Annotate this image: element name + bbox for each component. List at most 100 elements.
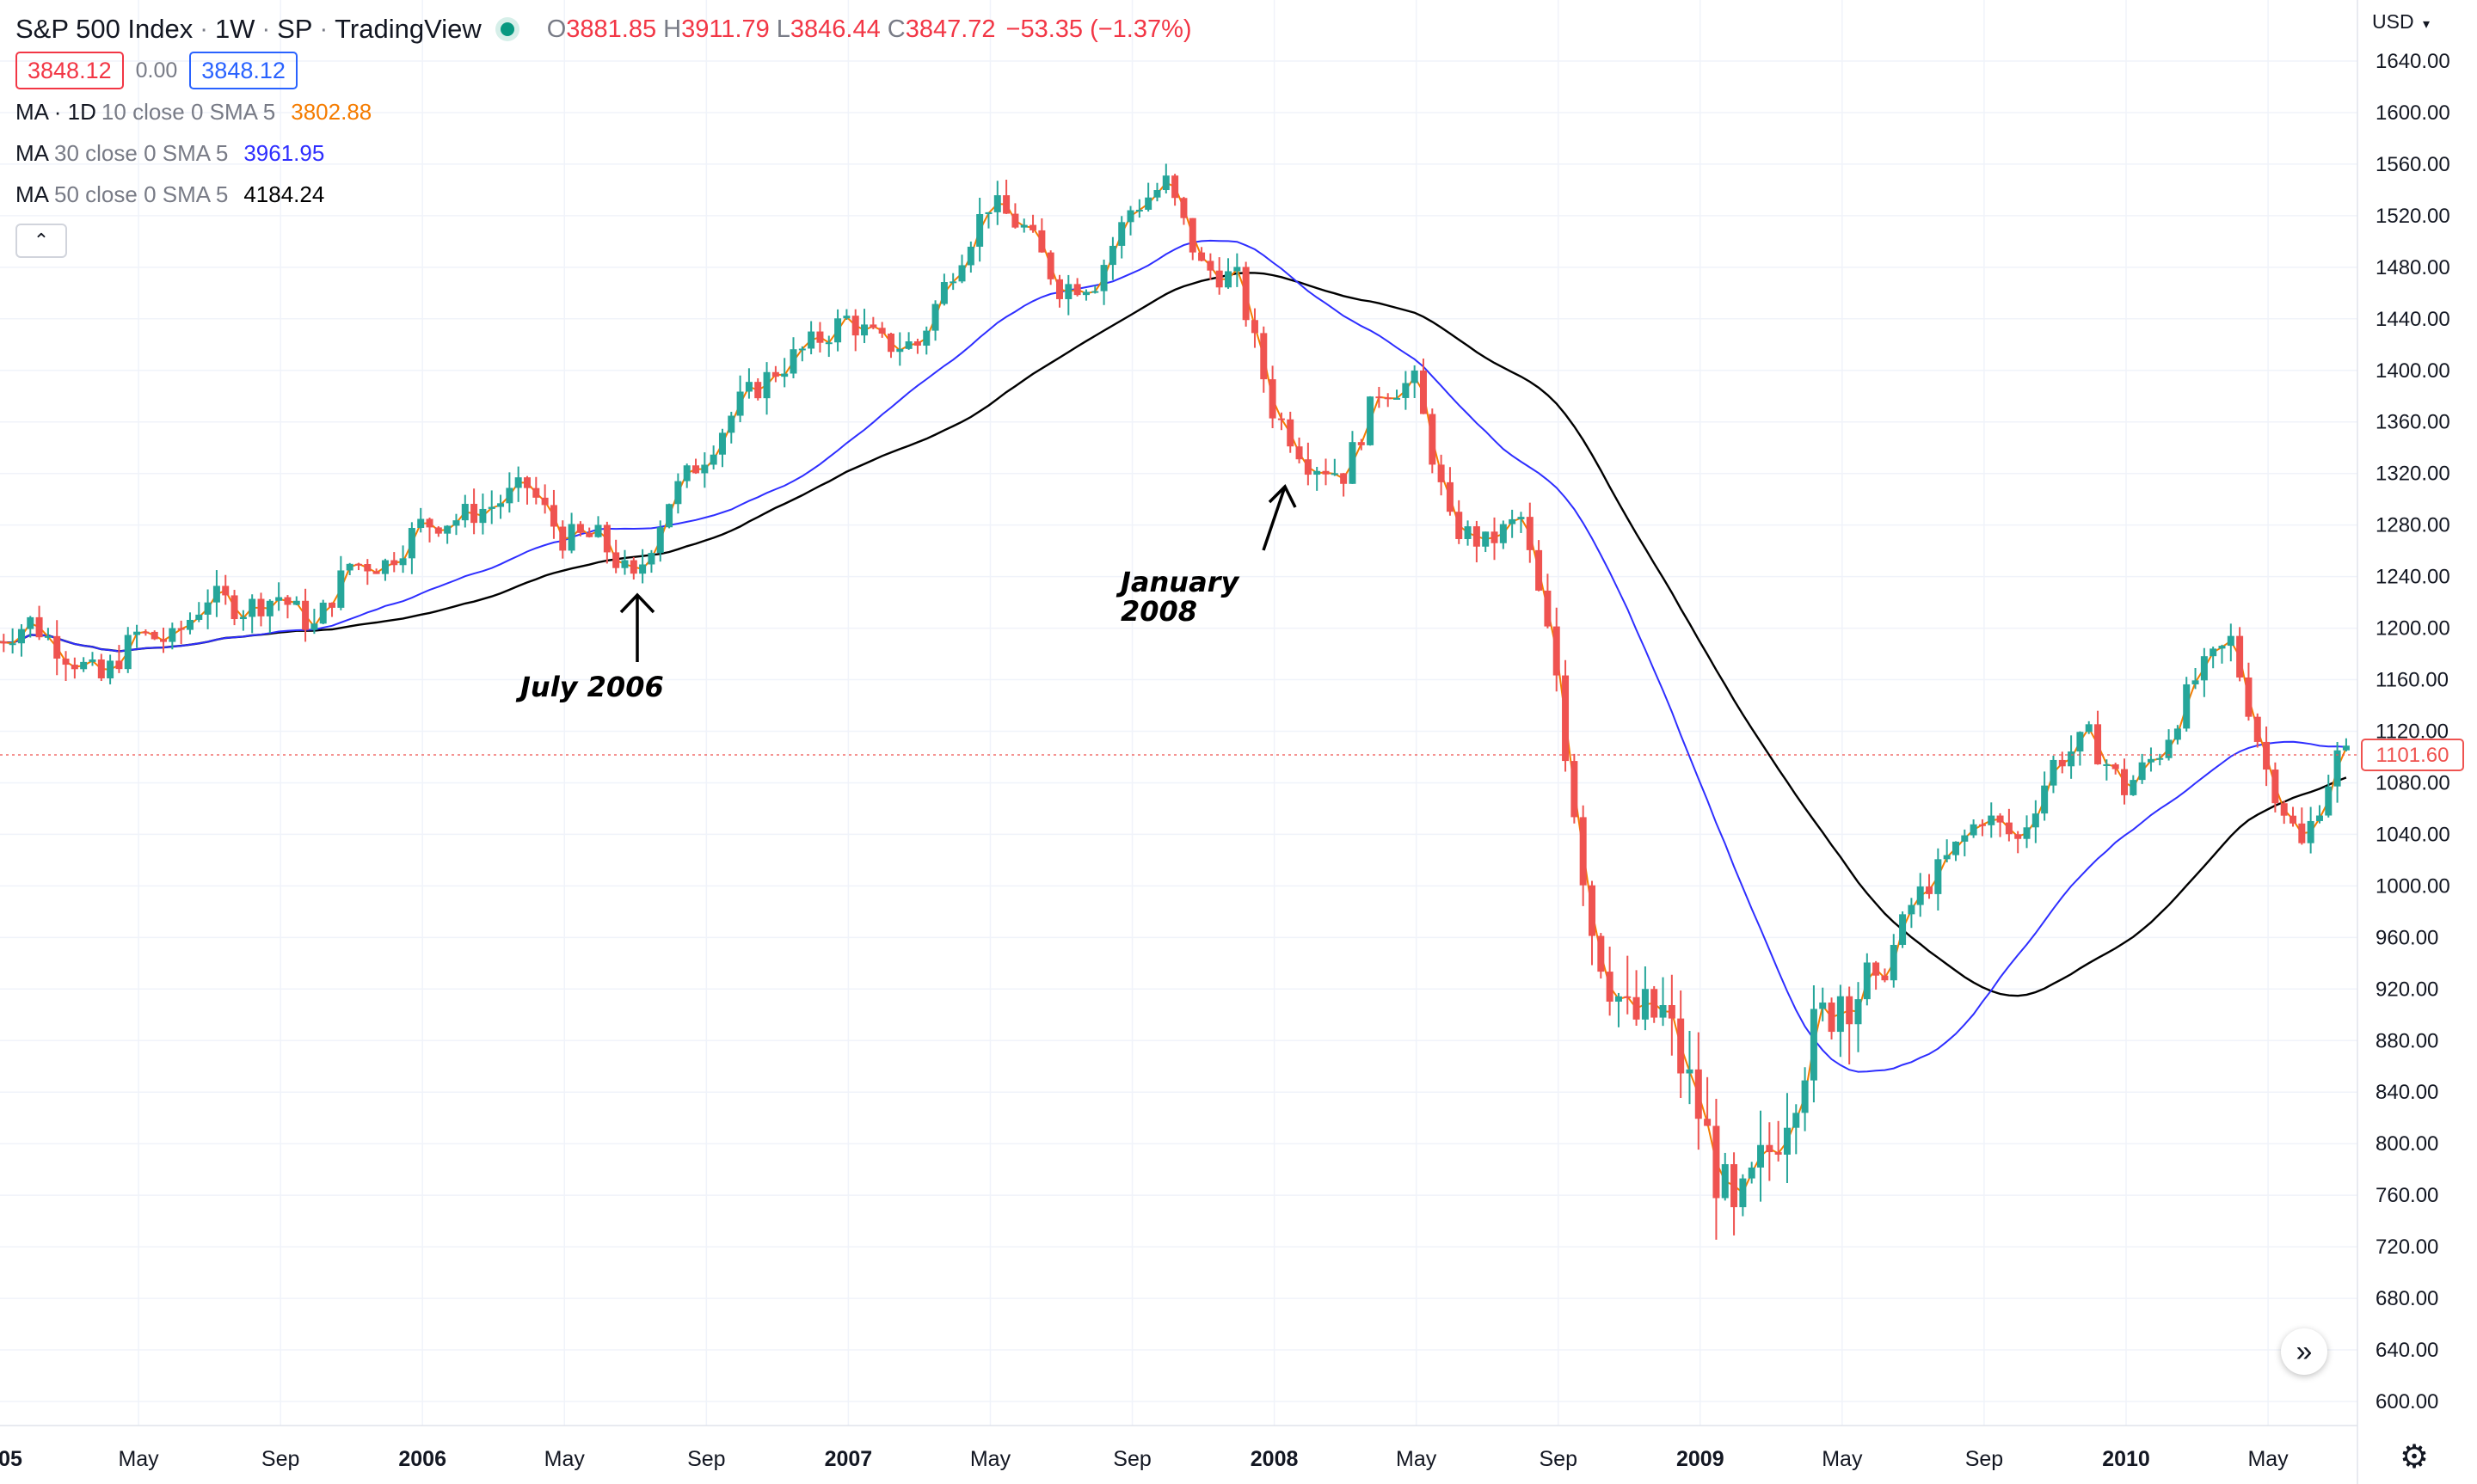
market-status-icon[interactable] xyxy=(500,22,514,36)
candle-body xyxy=(2014,834,2022,839)
candle xyxy=(239,610,247,631)
ohlc-open-value: 3881.85 xyxy=(566,15,657,43)
candle-body xyxy=(710,454,717,465)
candle-body xyxy=(656,527,664,554)
indicator-row-ma10[interactable]: MA · 1D 10 close 0 SMA 5 3802.88 xyxy=(15,91,1192,132)
price-tick-label: 800.00 xyxy=(2376,1132,2438,1156)
candle-body xyxy=(1721,1164,1729,1199)
candle-body xyxy=(452,520,460,526)
settings-gear-icon[interactable]: ⚙ xyxy=(2400,1439,2430,1475)
candle xyxy=(1686,1031,1693,1105)
candle-body xyxy=(1810,1009,1817,1081)
candle xyxy=(1694,1032,1702,1150)
candle xyxy=(1570,753,1578,824)
candle-body xyxy=(976,214,984,247)
candle xyxy=(745,368,753,399)
candle xyxy=(1899,911,1907,948)
candle xyxy=(2307,806,2314,854)
candle xyxy=(896,332,904,366)
candle xyxy=(151,630,158,641)
ohlc-open-label: O xyxy=(546,15,567,43)
candle xyxy=(1020,218,1028,233)
candle-body xyxy=(1819,1003,1827,1009)
time-tick-label: 2009 xyxy=(1676,1447,1724,1471)
candle-body xyxy=(1579,817,1587,886)
candle-body xyxy=(2307,820,2314,843)
interval[interactable]: 1W xyxy=(214,14,255,44)
candle xyxy=(993,181,1001,225)
collapse-legend-button[interactable]: ⌃ xyxy=(15,224,67,258)
candle-body xyxy=(1544,590,1552,627)
ohlc-low-label: L xyxy=(776,15,790,43)
candle xyxy=(1526,502,1534,563)
candle xyxy=(559,520,567,559)
candle-body xyxy=(1091,291,1099,293)
candle xyxy=(1091,285,1099,294)
candle xyxy=(870,316,877,329)
candle xyxy=(1225,258,1232,289)
candle-body xyxy=(1429,414,1436,465)
scroll-to-realtime-button[interactable]: » xyxy=(2281,1328,2327,1375)
candle xyxy=(1357,438,1365,451)
candle-body xyxy=(35,616,43,638)
candle xyxy=(710,445,717,470)
candle-body xyxy=(2156,757,2164,760)
sell-price-button[interactable]: 3848.12 xyxy=(15,52,124,89)
candle xyxy=(1988,802,1995,838)
candle-body xyxy=(1047,252,1054,279)
candle-body xyxy=(133,631,141,635)
candle xyxy=(1721,1152,1729,1201)
candle xyxy=(2156,753,2164,766)
candle xyxy=(940,273,948,306)
candle xyxy=(1641,966,1649,1031)
candle xyxy=(656,520,664,562)
candle xyxy=(364,559,372,586)
candle-body xyxy=(1499,524,1507,543)
candle xyxy=(35,605,43,641)
candle-body xyxy=(532,488,540,498)
candle-body xyxy=(1589,885,1595,936)
currency-selector[interactable]: USD ▾ xyxy=(2372,10,2430,34)
candle-body xyxy=(1464,526,1472,539)
candle-body xyxy=(470,504,478,524)
buy-price-button[interactable]: 3848.12 xyxy=(189,52,298,89)
candle-body xyxy=(2280,803,2288,816)
price-tick-label: 600.00 xyxy=(2376,1390,2438,1413)
candle xyxy=(2138,753,2146,784)
candle-body xyxy=(1145,197,1152,210)
candle xyxy=(1996,813,2004,837)
price-tick-label: 1320.00 xyxy=(2376,463,2450,486)
candle-body xyxy=(1961,835,1969,842)
candle xyxy=(630,557,637,580)
candle xyxy=(1916,873,1924,917)
candle xyxy=(310,609,318,635)
candle-body xyxy=(2298,823,2306,843)
candle xyxy=(89,652,96,666)
candle xyxy=(266,599,274,634)
candle xyxy=(2191,667,2199,690)
candle xyxy=(160,627,168,653)
candle xyxy=(1783,1093,1791,1184)
price-tick-label: 1360.00 xyxy=(2376,411,2450,434)
indicator-row-ma50[interactable]: MA 50 close 0 SMA 5 4184.24 xyxy=(15,174,1192,215)
indicator-row-ma30[interactable]: MA 30 close 0 SMA 5 3961.95 xyxy=(15,132,1192,174)
candle-body xyxy=(2263,741,2271,770)
candle-body xyxy=(302,600,310,630)
candle-body xyxy=(586,532,593,537)
symbol-name[interactable]: S&P 500 Index xyxy=(15,14,194,44)
candle-body xyxy=(763,371,771,399)
candle xyxy=(479,494,487,535)
candle-body xyxy=(754,382,762,399)
candle-body xyxy=(2191,680,2199,684)
candle-body xyxy=(1384,397,1392,400)
candle xyxy=(1233,253,1241,287)
candle-body xyxy=(1313,470,1321,475)
candle-body xyxy=(701,464,709,474)
candle xyxy=(798,346,806,362)
time-scale[interactable]: 05 May Sep 2006 May Sep 2007 May Sep 2008 May Sep 20… xyxy=(0,1425,2357,1471)
candle-body xyxy=(683,465,691,481)
candle-body xyxy=(204,602,212,615)
candle-body xyxy=(2085,724,2093,733)
candle-body xyxy=(2200,656,2208,681)
